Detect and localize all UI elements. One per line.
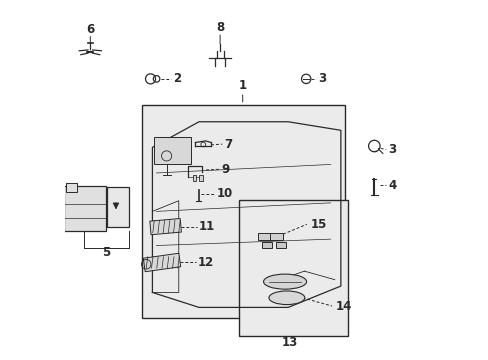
Text: 3: 3 [387,143,395,156]
Bar [239,200,348,336]
Ellipse shape [263,274,306,289]
Text: 11: 11 [199,220,215,233]
Bar [143,253,181,272]
Text: 9: 9 [221,163,229,176]
Text: 15: 15 [309,218,326,231]
Text: 6: 6 [86,23,94,36]
Bar [261,242,271,248]
Bar [192,175,196,181]
Text: 1: 1 [238,79,246,92]
Bar [154,137,190,165]
Bar [64,186,105,231]
Bar [142,105,344,318]
Ellipse shape [268,291,304,305]
Bar [149,219,181,235]
Text: 8: 8 [216,21,224,34]
Text: 7: 7 [224,138,232,150]
Bar [275,242,285,248]
Text: 4: 4 [387,179,395,192]
Text: 12: 12 [198,256,214,269]
Text: 13: 13 [281,336,297,348]
Text: 14: 14 [335,300,351,312]
Text: 3: 3 [317,72,325,85]
Bar [269,233,283,240]
Bar [199,175,203,181]
Bar [107,187,128,226]
Bar [258,233,271,240]
Text: 10: 10 [217,187,233,200]
Text: 2: 2 [172,72,181,85]
Text: 5: 5 [102,246,110,259]
Bar [66,183,77,192]
